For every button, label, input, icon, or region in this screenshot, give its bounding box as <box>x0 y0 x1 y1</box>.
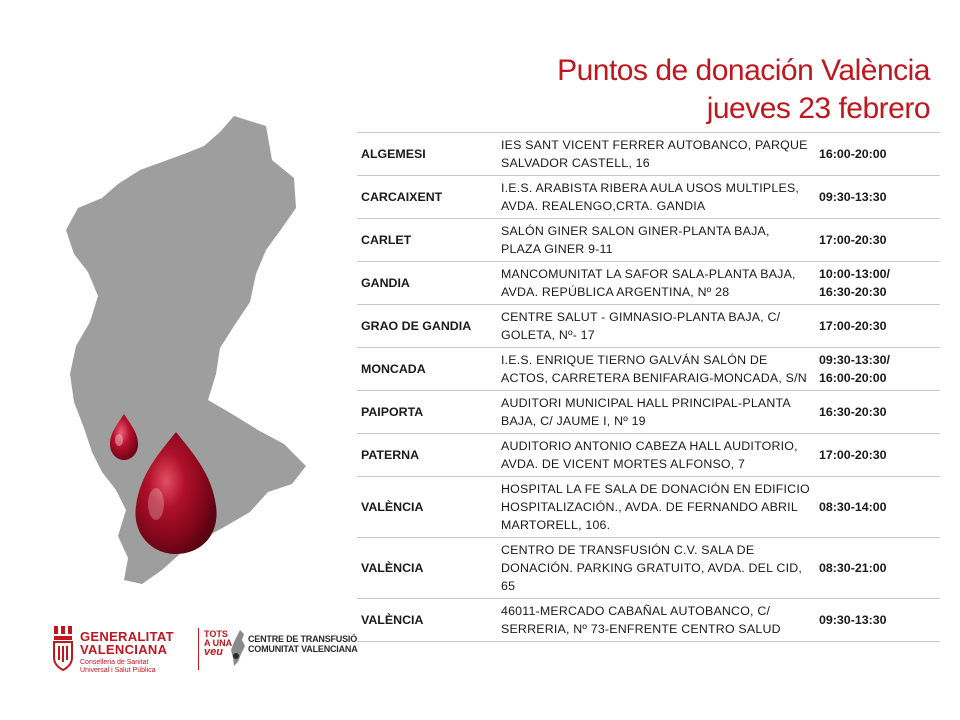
conselleria-line-1: Conselleria de Sanitat <box>80 659 149 666</box>
hours-cell: 09:30-13:30/16:00-20:00 <box>815 347 940 391</box>
place-cell: I.E.S. ARABISTA RIBERA AULA USOS MULTIPL… <box>497 175 815 219</box>
hours-cell: 17:00-20:30 <box>815 433 940 477</box>
hours-cell: 08:30-21:00 <box>815 537 940 599</box>
hours-cell: 10:00-13:00/16:30-20:30 <box>815 261 940 305</box>
town-cell: PATERNA <box>357 433 497 477</box>
hours-line: 09:30-13:30 <box>819 190 887 204</box>
place-cell: CENTRO DE TRANSFUSIÓN C.V. SALA DE DONAC… <box>497 537 815 599</box>
town-cell: VALÈNCIA <box>357 476 497 538</box>
centre-transfusio-emblem-icon <box>231 630 245 666</box>
table-row: ALGEMESI IES SANT VICENT FERRER AUTOBANCO… <box>357 132 940 176</box>
town-cell: GRAO DE GANDIA <box>357 304 497 348</box>
hours-cell: 16:30-20:30 <box>815 390 940 434</box>
town-cell: VALÈNCIA <box>357 537 497 599</box>
town-cell: VALÈNCIA <box>357 598 497 642</box>
conselleria-name: Conselleria de Sanitat Universal i Salut… <box>80 659 155 675</box>
centre-transfusio-name: CENTRE DE TRANSFUSIÓ COMUNITAT VALENCIAN… <box>248 634 358 654</box>
hours-cell: 17:00-20:30 <box>815 304 940 348</box>
conselleria-line-2: Universal i Salut Pública <box>80 667 156 674</box>
page-title: Puntos de donación València jueves 23 fe… <box>557 52 930 128</box>
town-cell: MONCADA <box>357 347 497 391</box>
hours-line: 16:00-20:00 <box>819 147 887 161</box>
town-cell: CARCAIXENT <box>357 175 497 219</box>
place-cell: AUDITORI MUNICIPAL HALL PRINCIPAL-PLANTA… <box>497 390 815 434</box>
town-cell: PAIPORTA <box>357 390 497 434</box>
town-cell: GANDIA <box>357 261 497 305</box>
logo-divider <box>198 628 199 670</box>
hours-cell: 17:00-20:30 <box>815 218 940 262</box>
tots-a-una-veu-logo: TOTS A UNA veu <box>204 629 233 658</box>
footer-logos: GENERALITAT VALENCIANA Conselleria de Sa… <box>52 622 358 682</box>
place-cell: CENTRE SALUT - GIMNASIO-PLANTA BAJA, C/ … <box>497 304 815 348</box>
table-row: CARLET SALÓN GINER SALON GINER-PLANTA BAJ… <box>357 218 940 262</box>
tots-line-1: TOTS <box>204 629 228 639</box>
place-cell: AUDITORIO ANTONIO CABEZA HALL AUDITORIO,… <box>497 433 815 477</box>
place-cell: MANCOMUNITAT LA SAFOR SALA-PLANTA BAJA, … <box>497 261 815 305</box>
blood-drop-large <box>135 432 217 554</box>
hours-line: 16:30-20:30 <box>819 405 887 419</box>
hours-line: 16:30-20:30 <box>819 285 887 299</box>
hours-line: 10:00-13:00/ <box>819 267 890 281</box>
hours-cell: 09:30-13:30 <box>815 598 940 642</box>
table-row: VALÈNCIA 46011-MERCADO CABAÑAL AUTOBANCO,… <box>357 598 940 642</box>
hours-line: 17:00-20:30 <box>819 233 887 247</box>
table-row: VALÈNCIA HOSPITAL LA FE SALA DE DONACIÓN … <box>357 476 940 538</box>
table-row: VALÈNCIA CENTRO DE TRANSFUSIÓN C.V. SALA … <box>357 537 940 599</box>
town-cell: ALGEMESI <box>357 132 497 176</box>
hours-cell: 09:30-13:30 <box>815 175 940 219</box>
generalitat-line-1: GENERALITAT <box>80 629 174 644</box>
table-row: GANDIA MANCOMUNITAT LA SAFOR SALA-PLANTA … <box>357 261 940 305</box>
hours-line: 17:00-20:30 <box>819 319 887 333</box>
table-row: PATERNA AUDITORIO ANTONIO CABEZA HALL AUD… <box>357 433 940 477</box>
blood-drop-large-highlight <box>148 488 164 520</box>
place-cell: I.E.S. ENRIQUE TIERNO GALVÁN SALÓN DE AC… <box>497 347 815 391</box>
hours-line: 08:30-21:00 <box>819 561 887 575</box>
hours-cell: 08:30-14:00 <box>815 476 940 538</box>
table-row: GRAO DE GANDIA CENTRE SALUT - GIMNASIO-PL… <box>357 304 940 348</box>
title-line-1: Puntos de donación València <box>557 54 930 87</box>
hours-line: 09:30-13:30 <box>819 613 887 627</box>
hours-line: 16:00-20:00 <box>819 371 887 385</box>
generalitat-emblem-icon <box>53 626 73 672</box>
place-cell: IES SANT VICENT FERRER AUTOBANCO, PARQUE… <box>497 132 815 176</box>
centre-transfusio-line-1: CENTRE DE TRANSFUSIÓ <box>248 634 358 644</box>
table-row: PAIPORTA AUDITORI MUNICIPAL HALL PRINCIPA… <box>357 390 940 434</box>
hours-line: 09:30-13:30/ <box>819 353 890 367</box>
town-cell: CARLET <box>357 218 497 262</box>
table-row: MONCADA I.E.S. ENRIQUE TIERNO GALVÁN SALÓ… <box>357 347 940 391</box>
blood-drop-small <box>110 414 138 460</box>
place-cell: 46011-MERCADO CABAÑAL AUTOBANCO, C/ SERR… <box>497 598 815 642</box>
title-line-2: jueves 23 febrero <box>706 92 931 125</box>
place-cell: HOSPITAL LA FE SALA DE DONACIÓN EN EDIFI… <box>497 476 815 538</box>
valencia-region-map <box>66 116 306 584</box>
hours-line: 17:00-20:30 <box>819 448 887 462</box>
blood-drop-small-highlight <box>115 434 123 446</box>
centre-transfusio-line-2: COMUNITAT VALENCIANA <box>248 644 358 654</box>
generalitat-line-2: VALENCIANA <box>80 642 168 657</box>
donation-points-table: ALGEMESI IES SANT VICENT FERRER AUTOBANCO… <box>357 132 940 642</box>
place-cell: SALÓN GINER SALON GINER-PLANTA BAJA, PLA… <box>497 218 815 262</box>
table-row: CARCAIXENT I.E.S. ARABISTA RIBERA AULA US… <box>357 175 940 219</box>
tots-line-2: A UNA <box>204 638 233 648</box>
hours-cell: 16:00-20:00 <box>815 132 940 176</box>
region-shape <box>66 116 306 584</box>
generalitat-name: GENERALITAT VALENCIANA <box>80 630 174 656</box>
tots-line-3: veu <box>204 646 223 658</box>
hours-line: 08:30-14:00 <box>819 500 887 514</box>
donation-points-body: ALGEMESI IES SANT VICENT FERRER AUTOBANCO… <box>357 132 940 642</box>
